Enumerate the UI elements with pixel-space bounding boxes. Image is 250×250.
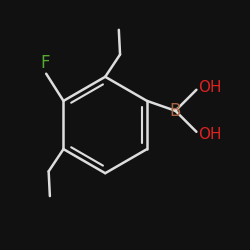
- Text: OH: OH: [198, 127, 221, 142]
- Text: OH: OH: [198, 80, 221, 95]
- Text: B: B: [170, 102, 181, 120]
- Text: F: F: [40, 54, 50, 72]
